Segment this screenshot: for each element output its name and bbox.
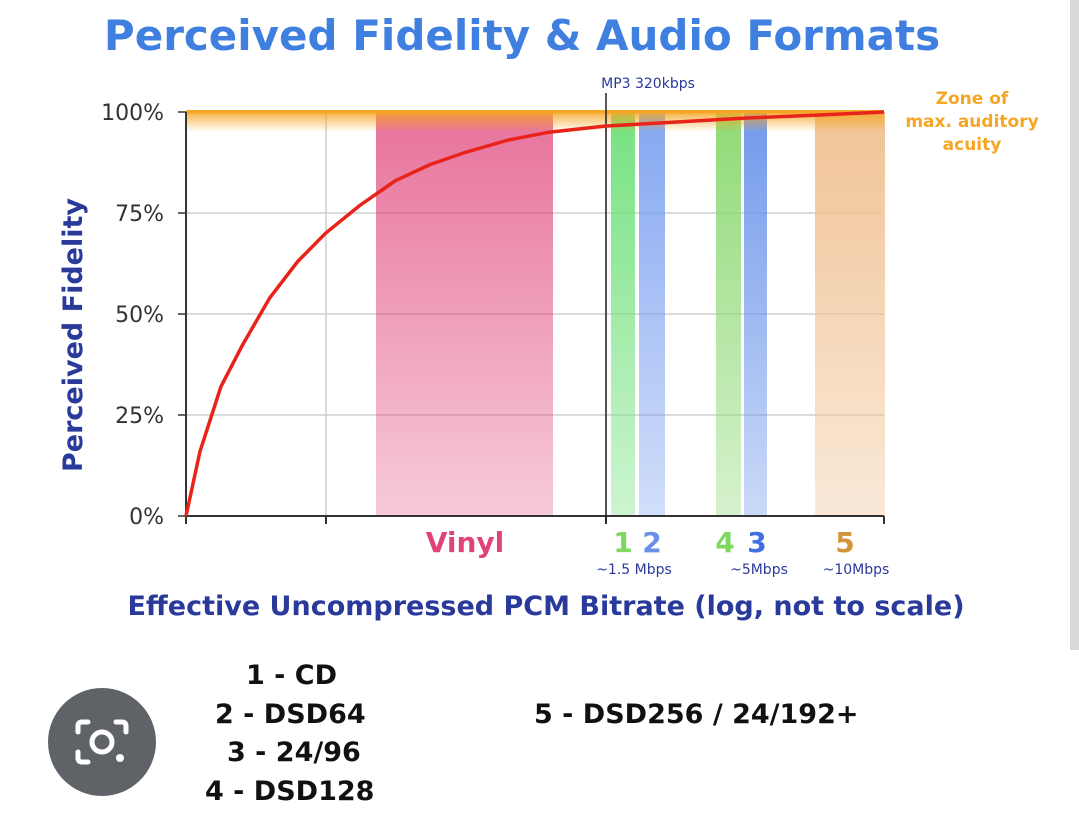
chart-title: Perceived Fidelity & Audio Formats (104, 11, 940, 60)
bitrate-label: ~5Mbps (730, 562, 788, 578)
vinyl-band (376, 112, 553, 516)
format-band-2 (639, 112, 665, 516)
y-tick-label: 0% (129, 505, 164, 530)
y-tick-label: 75% (115, 202, 164, 227)
y-tick-label: 100% (101, 101, 164, 126)
mp3-label: MP3 320kbps (601, 76, 695, 92)
band-number-1: 1 (613, 526, 632, 559)
y-tick-label: 50% (115, 303, 164, 328)
legend-item-dsd256: 5 - DSD256 / 24/192+ (534, 699, 859, 730)
acuity-zone (186, 110, 884, 132)
y-axis-label: Perceived Fidelity (58, 198, 89, 472)
legend-item-2496: 3 - 24/96 (227, 737, 361, 768)
legend-item-dsd128: 4 - DSD128 (205, 776, 375, 807)
lens-camera-icon (75, 719, 129, 765)
bitrate-label: ~10Mbps (823, 562, 890, 578)
format-band-3 (744, 112, 767, 516)
format-band-1 (611, 112, 635, 516)
legend-item-dsd64: 2 - DSD64 (215, 699, 366, 730)
format-band-4 (716, 112, 741, 516)
band-number-3: 3 (747, 526, 766, 559)
y-tick-label: 25% (115, 404, 164, 429)
band-number-5: 5 (835, 526, 854, 559)
band-number-4: 4 (715, 526, 734, 559)
zone-label: Zone of max. auditory acuity (905, 89, 1038, 155)
lens-search-button[interactable] (48, 688, 156, 796)
fidelity-curve (184, 110, 885, 517)
page-scrollbar[interactable] (1070, 0, 1079, 650)
bitrate-label: ~1.5 Mbps (596, 562, 672, 578)
band-number-2: 2 (642, 526, 661, 559)
legend-item-cd: 1 - CD (246, 660, 338, 691)
format-band-5 (815, 112, 885, 516)
x-axis-label: Effective Uncompressed PCM Bitrate (log,… (127, 591, 964, 622)
vinyl-label: Vinyl (426, 526, 505, 559)
